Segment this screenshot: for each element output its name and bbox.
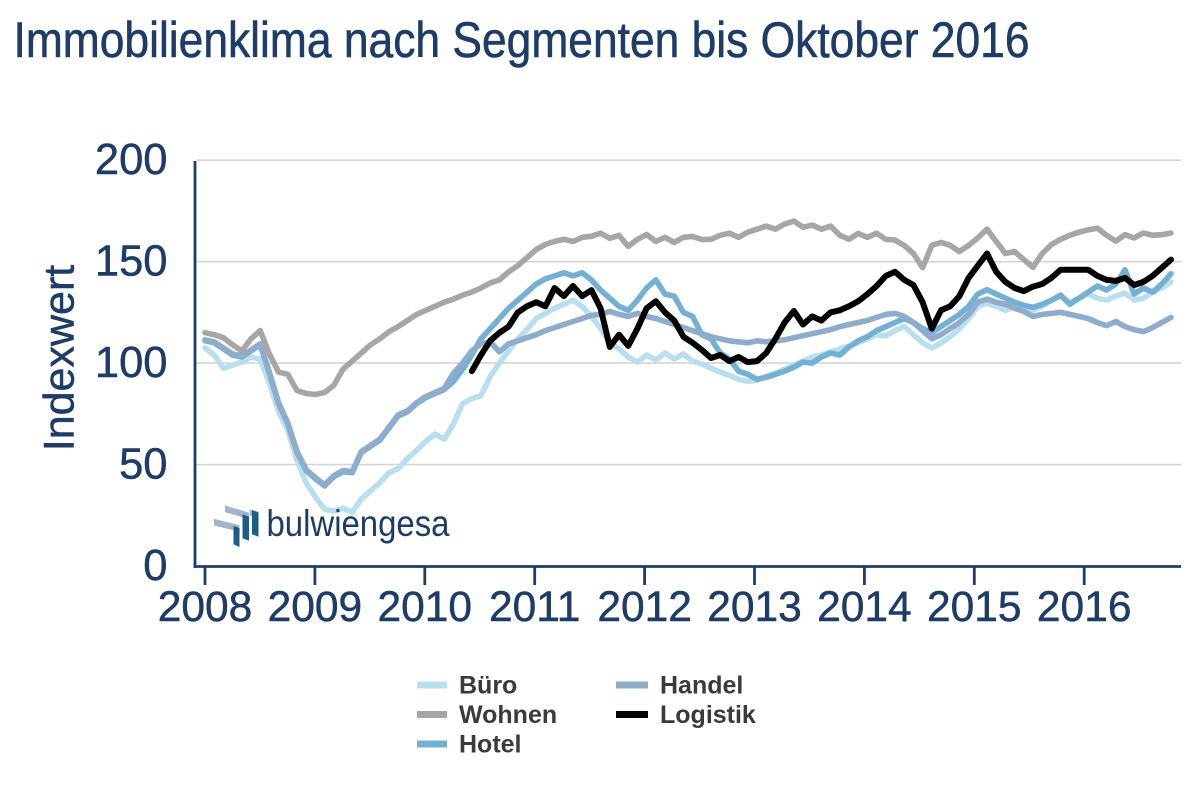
svg-text:50: 50 bbox=[119, 441, 167, 489]
svg-text:2015: 2015 bbox=[927, 584, 1022, 631]
svg-text:100: 100 bbox=[95, 339, 168, 387]
svg-text:2013: 2013 bbox=[707, 584, 802, 631]
svg-text:Handel: Handel bbox=[660, 672, 743, 700]
svg-text:Logistik: Logistik bbox=[660, 701, 756, 729]
svg-text:2014: 2014 bbox=[817, 584, 912, 631]
svg-text:Hotel: Hotel bbox=[459, 731, 522, 759]
svg-text:0: 0 bbox=[143, 542, 167, 590]
svg-text:bulwiengesa: bulwiengesa bbox=[267, 503, 450, 544]
svg-text:150: 150 bbox=[95, 238, 168, 286]
svg-text:Immobilienklima nach Segmenten: Immobilienklima nach Segmenten bis Oktob… bbox=[14, 12, 1030, 68]
svg-text:Wohnen: Wohnen bbox=[459, 701, 557, 729]
svg-text:2008: 2008 bbox=[158, 584, 253, 631]
svg-text:2009: 2009 bbox=[268, 584, 363, 631]
svg-text:2016: 2016 bbox=[1037, 584, 1132, 631]
svg-text:Indexwert: Indexwert bbox=[36, 265, 84, 451]
svg-text:2010: 2010 bbox=[378, 584, 473, 631]
svg-text:2012: 2012 bbox=[597, 584, 692, 631]
svg-text:2011: 2011 bbox=[489, 584, 580, 631]
svg-text:Büro: Büro bbox=[459, 672, 517, 700]
svg-text:200: 200 bbox=[95, 136, 168, 184]
